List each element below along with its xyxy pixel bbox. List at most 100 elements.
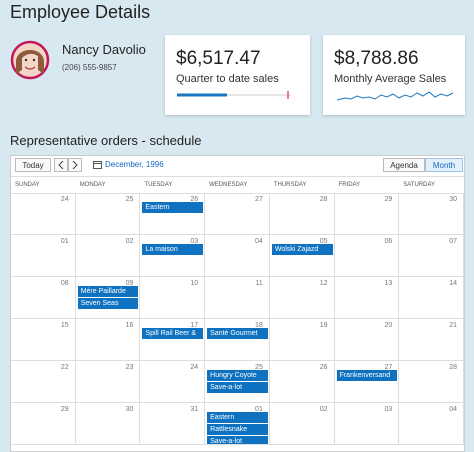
day-number: 09 (125, 280, 134, 287)
day-cell: 20 (334, 319, 400, 361)
day-cell: 09 Mère Paillarde Seven Seas (75, 277, 141, 319)
day-number: 11 (255, 280, 263, 287)
event[interactable]: Save-a-lot (207, 382, 268, 393)
card-value: $8,788.86 (334, 48, 419, 69)
day-number: 16 (125, 322, 134, 329)
day-cell: 03 La maison (140, 235, 206, 277)
day-cell: 10 (140, 277, 206, 319)
event[interactable]: Seven Seas (77, 298, 139, 309)
day-number: 28 (319, 196, 328, 203)
event[interactable]: Eastern (142, 202, 204, 213)
average-card: $8,788.86 Monthly Average Sales (323, 35, 465, 115)
day-cell: 02 (75, 235, 141, 277)
day-number: 13 (384, 280, 393, 287)
day-cell: 06 (334, 235, 400, 277)
day-cell: 28 (399, 361, 464, 403)
prev-button[interactable] (54, 158, 68, 172)
event[interactable]: Frankenversand (336, 370, 398, 381)
day-cell: 12 (269, 277, 335, 319)
weekday-label: FRIDAY (338, 182, 361, 188)
weekday-label: WEDNESDAY (209, 182, 248, 188)
day-number: 29 (60, 406, 69, 413)
event[interactable]: Eastern (207, 412, 268, 423)
event[interactable]: Wolski Zajazd (271, 244, 333, 255)
day-number: 26 (319, 364, 328, 371)
agenda-view[interactable]: Agenda (383, 158, 425, 172)
day-number: 30 (125, 406, 134, 413)
employee-phone: (206) 555-9857 (62, 63, 117, 72)
calendar: Today December, 1996 Agenda Month SUNDAY… (10, 155, 465, 452)
day-number: 25 (125, 196, 134, 203)
sparkline (337, 91, 454, 101)
day-number: 07 (449, 238, 457, 245)
day-number: 26 (190, 196, 199, 203)
month-view[interactable]: Month (425, 158, 463, 172)
day-cell: 19 (269, 319, 335, 361)
event[interactable]: Rattlesnake (207, 424, 268, 435)
day-number: 10 (190, 280, 199, 287)
day-cell: 01 (11, 235, 76, 277)
page-title: Employee Details (10, 2, 151, 22)
event[interactable]: Hungry Coyote (207, 370, 268, 381)
day-cell: 16 (75, 319, 141, 361)
day-number: 31 (190, 406, 199, 413)
day-number: 01 (60, 238, 69, 245)
event[interactable]: Mère Paillarde (77, 286, 139, 297)
day-number: 12 (319, 280, 328, 287)
sales-card: $6,517.47 Quarter to date sales (165, 35, 310, 115)
day-cell: 07 (399, 235, 464, 277)
day-number: 27 (384, 364, 393, 371)
day-number: 04 (449, 406, 457, 413)
day-number: 19 (319, 322, 328, 329)
weekday-label: SATURDAY (403, 182, 436, 188)
day-number: 25 (255, 364, 263, 371)
day-number: 18 (255, 322, 263, 329)
day-number: 14 (449, 280, 457, 287)
day-number: 30 (449, 196, 457, 203)
day-cell: 26 (269, 361, 335, 403)
day-number: 27 (255, 196, 263, 203)
weekday-label: MONDAY (79, 182, 106, 188)
day-cell: 24 (140, 361, 206, 403)
day-number: 23 (125, 364, 134, 371)
day-number: 24 (60, 196, 69, 203)
event[interactable]: La maison (142, 244, 204, 255)
day-number: 06 (384, 238, 393, 245)
day-cell: 22 (11, 361, 76, 403)
day-number: 02 (125, 238, 134, 245)
day-cell: 27 (205, 193, 270, 235)
weekday-label: TUESDAY (144, 182, 173, 188)
day-cell: 25 (75, 193, 141, 235)
day-number: 24 (190, 364, 199, 371)
day-number: 08 (60, 280, 69, 287)
day-cell: 17 Spill Rail Beer & (140, 319, 206, 361)
day-number: 01 (255, 406, 263, 413)
day-number: 03 (190, 238, 199, 245)
day-number: 17 (190, 322, 199, 329)
day-cell: 26 Eastern (140, 193, 206, 235)
day-number: 03 (384, 406, 393, 413)
event[interactable]: Save-a-lot (207, 436, 268, 444)
card-label: Monthly Average Sales (334, 73, 447, 85)
next-button[interactable] (68, 158, 82, 172)
day-cell: 04 (399, 403, 464, 445)
day-cell: 21 (399, 319, 464, 361)
day-number: 29 (384, 196, 393, 203)
day-number: 15 (60, 322, 69, 329)
section-title: Representative orders - schedule (10, 133, 202, 148)
period-label[interactable]: December, 1996 (105, 160, 164, 169)
day-cell: 24 (11, 193, 76, 235)
day-number: 20 (384, 322, 393, 329)
day-number: 22 (60, 364, 69, 371)
day-cell: 29 (11, 403, 76, 445)
day-cell: 18 Santé Gourmet (205, 319, 270, 361)
day-number: 04 (255, 238, 263, 245)
card-value: $6,517.47 (176, 48, 261, 69)
day-cell: 15 (11, 319, 76, 361)
card-label: Quarter to date sales (176, 73, 279, 85)
day-cell: 14 (399, 277, 464, 319)
event[interactable]: Spill Rail Beer & (142, 328, 204, 339)
event[interactable]: Santé Gourmet (207, 328, 268, 339)
today-button[interactable]: Today (15, 158, 51, 172)
